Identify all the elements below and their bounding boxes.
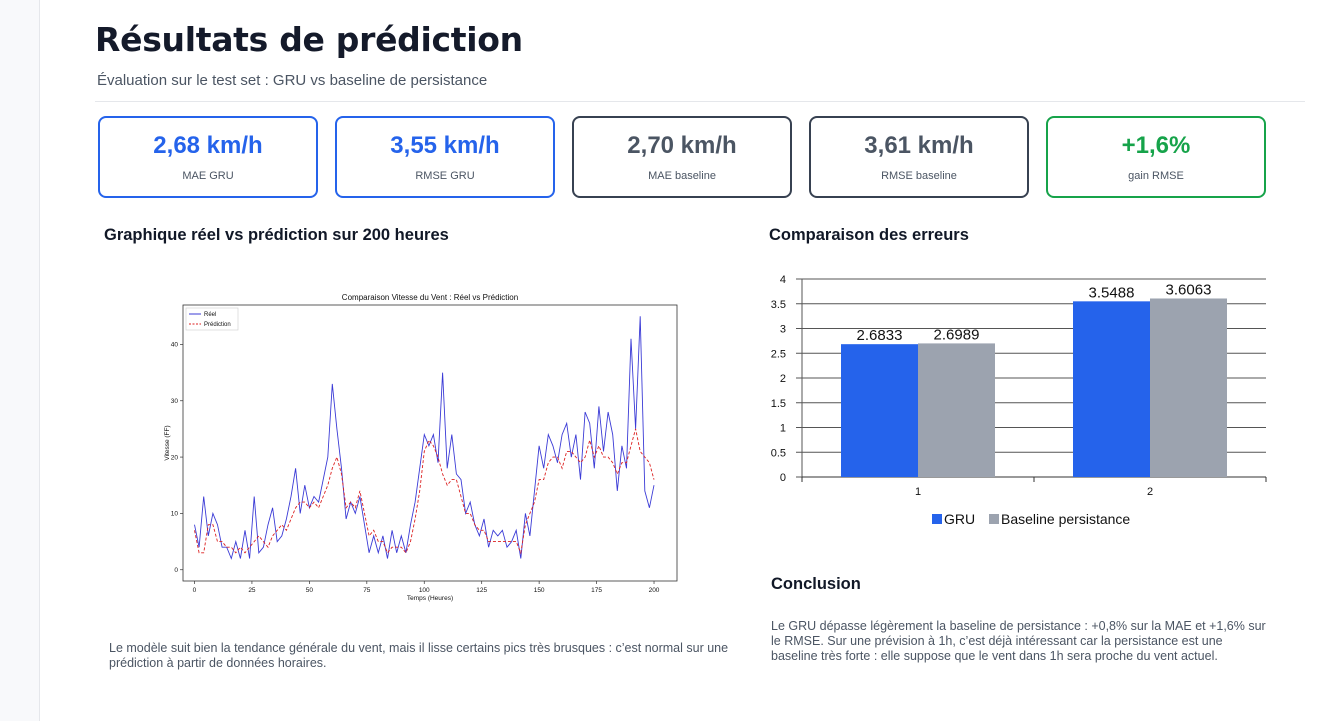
legend: Réel Prédiction bbox=[185, 307, 239, 331]
y-tick-label: 0 bbox=[174, 567, 178, 574]
data-label: 3.5488 bbox=[1089, 284, 1135, 301]
y-tick-label: 0 bbox=[780, 472, 786, 484]
legend-label-reel: Réel bbox=[204, 312, 216, 318]
y-tick-label: 30 bbox=[171, 398, 179, 405]
metric-label: gain RMSE bbox=[1128, 170, 1184, 182]
x-axis-label: Temps (Heures) bbox=[407, 595, 453, 602]
divider bbox=[95, 101, 1305, 102]
legend-label-gru: GRU bbox=[944, 511, 975, 527]
series-group bbox=[194, 316, 655, 560]
x-tick-label: 75 bbox=[363, 587, 371, 594]
metric-card-rmse-baseline: 3,61 km/h RMSE baseline bbox=[809, 116, 1029, 198]
y-tick-label: 10 bbox=[171, 511, 179, 518]
y-tick-label: 3.5 bbox=[771, 299, 786, 311]
line-chart: Comparaison Vitesse du Vent : Réel vs Pr… bbox=[164, 293, 678, 602]
y-axis-label: Vitesse (FF) bbox=[164, 425, 171, 460]
conclusion-text: Le GRU dépasse légèrement la baseline de… bbox=[771, 619, 1266, 663]
legend-swatch-gru bbox=[932, 514, 942, 524]
x-tick-label: 1 bbox=[915, 486, 921, 498]
x-tick-label: 2 bbox=[1147, 486, 1153, 498]
x-tick-label: 150 bbox=[534, 587, 545, 594]
bar bbox=[918, 343, 995, 477]
y-tick-label: 4 bbox=[780, 274, 786, 286]
metric-label: MAE baseline bbox=[648, 170, 716, 182]
legend: GRU Baseline persistance bbox=[932, 511, 1130, 527]
bar-group: 1 2.6833 2.6989 2 3.5488 3.6063 bbox=[841, 281, 1227, 498]
legend-label-prediction: Prédiction bbox=[204, 322, 231, 328]
chart-title: Comparaison Vitesse du Vent : Réel vs Pr… bbox=[342, 293, 518, 302]
legend-label-baseline: Baseline persistance bbox=[1001, 511, 1130, 527]
metric-card-rmse-gru: 3,55 km/h RMSE GRU bbox=[335, 116, 555, 198]
x-tick-label: 25 bbox=[248, 587, 256, 594]
bar bbox=[841, 344, 918, 477]
sidebar bbox=[0, 0, 40, 721]
metric-label: RMSE GRU bbox=[415, 170, 475, 182]
metric-value: +1,6% bbox=[1121, 132, 1191, 159]
bar bbox=[1073, 301, 1150, 477]
bar bbox=[1150, 298, 1227, 477]
metric-value: 3,55 km/h bbox=[390, 132, 500, 159]
y-tick-label: 1.5 bbox=[771, 398, 786, 410]
y-tick-label: 3 bbox=[780, 324, 786, 336]
data-label: 2.6833 bbox=[857, 327, 903, 344]
x-tick-label: 100 bbox=[419, 587, 430, 594]
y-tick-label: 2 bbox=[780, 373, 786, 385]
metric-card-mae-gru: 2,68 km/h MAE GRU bbox=[98, 116, 318, 198]
page-subtitle: Évaluation sur le test set : GRU vs base… bbox=[97, 72, 488, 89]
legend-swatch-baseline bbox=[989, 514, 999, 524]
metric-value: 2,70 km/h bbox=[627, 132, 737, 159]
y-tick-label: 20 bbox=[171, 454, 179, 461]
x-tick-label: 50 bbox=[306, 587, 314, 594]
metric-label: MAE GRU bbox=[182, 170, 234, 182]
x-tick-label: 125 bbox=[476, 587, 487, 594]
data-label: 3.6063 bbox=[1166, 281, 1212, 298]
tick-group: 0 25 50 75 100 125 150 175 200 0 10 20 30 40 bbox=[171, 342, 660, 594]
conclusion-heading: Conclusion bbox=[771, 575, 861, 593]
line-chart-note: Le modèle suit bien la tendance générale… bbox=[109, 641, 729, 670]
y-tick-label: 0.5 bbox=[771, 447, 786, 459]
metric-card-gain-rmse: +1,6% gain RMSE bbox=[1046, 116, 1266, 198]
y-tick-label: 40 bbox=[171, 342, 179, 349]
line-chart-heading: Graphique réel vs prédiction sur 200 heu… bbox=[104, 226, 449, 244]
page-title: Résultats de prédiction bbox=[95, 20, 523, 59]
series-line-reel bbox=[194, 316, 655, 560]
bar-chart: 0 0.5 1 1.5 2 2.5 3 3.5 4 1 2.6833 2.6989 2 3.5488 3.… bbox=[771, 274, 1267, 527]
metric-value: 2,68 km/h bbox=[153, 132, 263, 159]
series-line-prediction bbox=[194, 428, 655, 555]
y-tick-label: 1 bbox=[780, 423, 786, 435]
data-label: 2.6989 bbox=[934, 326, 980, 343]
metric-label: RMSE baseline bbox=[881, 170, 957, 182]
x-tick-label: 0 bbox=[193, 587, 197, 594]
x-tick-label: 175 bbox=[591, 587, 602, 594]
x-tick-label: 200 bbox=[649, 587, 660, 594]
metric-card-mae-baseline: 2,70 km/h MAE baseline bbox=[572, 116, 792, 198]
bar-chart-heading: Comparaison des erreurs bbox=[769, 226, 969, 244]
metric-value: 3,61 km/h bbox=[864, 132, 974, 159]
y-tick-label: 2.5 bbox=[771, 348, 786, 360]
